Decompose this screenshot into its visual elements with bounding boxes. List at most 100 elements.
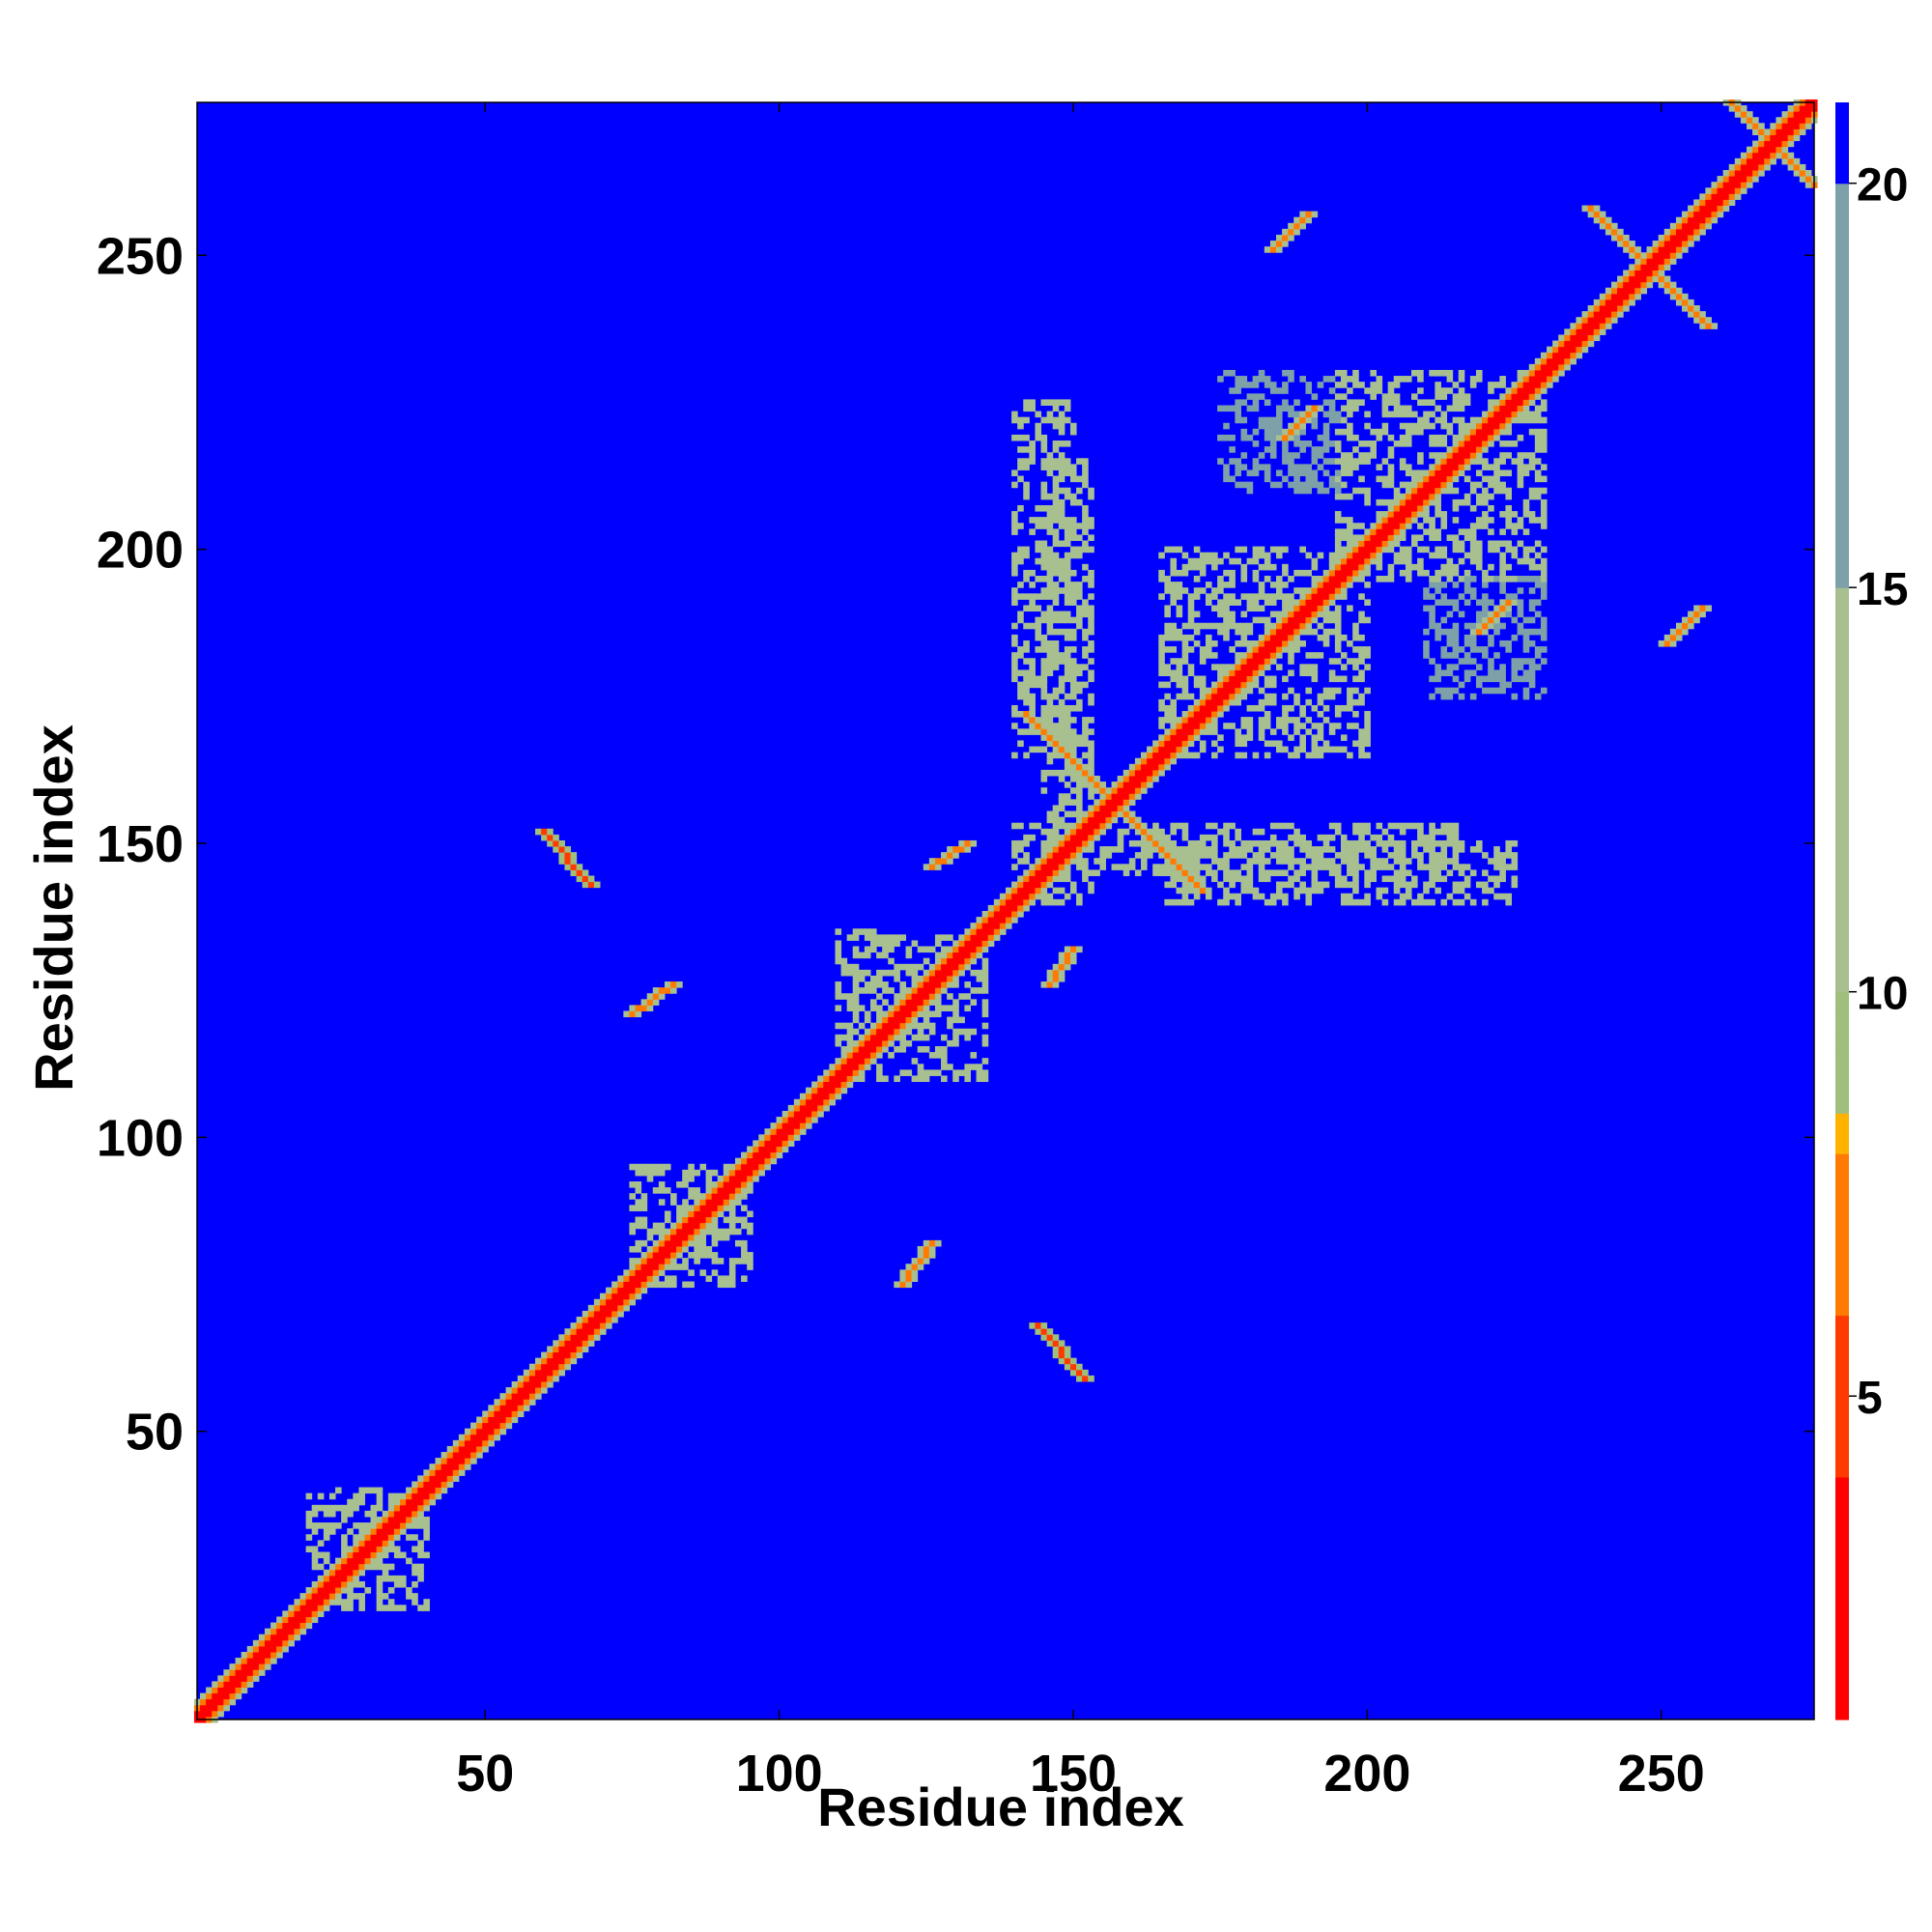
- heatmap-cell: [1193, 752, 1201, 759]
- heatmap-cell: [1488, 411, 1494, 418]
- heatmap-cell: [511, 1405, 519, 1411]
- heatmap-cell: [1322, 611, 1330, 618]
- heatmap-cell: [1141, 858, 1148, 865]
- heatmap-cell: [1252, 593, 1260, 600]
- heatmap-cell: [1482, 511, 1489, 518]
- heatmap-cell: [1458, 416, 1465, 424]
- heatmap-cell: [1023, 405, 1030, 412]
- heatmap-cell: [1399, 523, 1406, 529]
- heatmap-cell: [564, 864, 572, 870]
- heatmap-cell: [1064, 628, 1071, 636]
- heatmap-cell: [1469, 452, 1477, 459]
- heatmap-cell: [1675, 634, 1683, 641]
- heatmap-cell: [417, 1487, 424, 1494]
- heatmap-cell: [1040, 893, 1048, 900]
- heatmap-cell: [835, 1081, 842, 1089]
- heatmap-cell: [499, 1393, 507, 1400]
- heatmap-cell: [694, 1222, 700, 1230]
- heatmap-cell: [1029, 1322, 1036, 1329]
- heatmap-cell: [1340, 493, 1348, 500]
- heatmap-cell: [387, 1516, 395, 1523]
- heatmap-cell: [1334, 881, 1342, 889]
- heatmap-cell: [1387, 523, 1395, 529]
- heatmap-cell: [1052, 1340, 1060, 1347]
- heatmap-cell: [1376, 511, 1383, 518]
- heatmap-cell: [717, 1175, 724, 1182]
- heatmap-cell: [1452, 498, 1460, 506]
- heatmap-cell: [1522, 639, 1530, 647]
- heatmap-cell: [1522, 557, 1530, 565]
- heatmap-cell: [1269, 563, 1277, 571]
- heatmap-cell: [1435, 622, 1441, 630]
- heatmap-cell: [1088, 582, 1094, 588]
- heatmap-cell: [1540, 428, 1548, 436]
- heatmap-cell: [1517, 464, 1524, 470]
- heatmap-cell: [370, 1557, 378, 1565]
- heatmap-cell: [1170, 828, 1178, 836]
- heatmap-cell: [1429, 593, 1435, 600]
- heatmap-cell: [1334, 658, 1342, 665]
- heatmap-cell: [1082, 864, 1089, 870]
- heatmap-cell: [770, 1128, 778, 1135]
- heatmap-cell: [1311, 422, 1319, 430]
- heatmap-cell: [1052, 963, 1060, 971]
- heatmap-cell: [781, 1128, 789, 1135]
- heatmap-cell: [1547, 376, 1553, 383]
- heatmap-cell: [876, 1075, 883, 1083]
- heatmap-cell: [1505, 399, 1513, 406]
- heatmap-cell: [911, 1264, 919, 1270]
- heatmap-cell: [1488, 428, 1494, 436]
- heatmap-cell: [412, 1481, 418, 1489]
- heatmap-cell: [846, 993, 854, 1000]
- heatmap-cell: [1246, 393, 1254, 400]
- heatmap-cell: [664, 1228, 671, 1236]
- heatmap-cell: [1411, 822, 1418, 830]
- heatmap-cell: [888, 1034, 895, 1041]
- heatmap-cell: [993, 898, 1001, 906]
- heatmap-cell: [1211, 875, 1218, 883]
- heatmap-cell: [412, 1534, 418, 1541]
- heatmap-cell: [1058, 834, 1065, 841]
- heatmap-cell: [664, 1281, 671, 1289]
- heatmap-cell: [1693, 305, 1700, 312]
- heatmap-cell: [558, 1340, 565, 1347]
- heatmap-cell: [1170, 599, 1178, 606]
- heatmap-cell: [741, 1216, 748, 1224]
- heatmap-cell: [1381, 428, 1389, 436]
- heatmap-cell: [1440, 440, 1448, 447]
- heatmap-cell: [1099, 781, 1106, 788]
- heatmap-cell: [1429, 464, 1435, 470]
- heatmap-cell: [1370, 393, 1377, 400]
- heatmap-cell: [1440, 387, 1448, 394]
- heatmap-cell: [1405, 546, 1412, 554]
- heatmap-cell: [1105, 846, 1113, 853]
- heatmap-cell: [376, 1551, 384, 1559]
- heatmap-cell: [1417, 569, 1424, 577]
- heatmap-cell: [1675, 228, 1683, 236]
- heatmap-cell: [876, 1069, 883, 1076]
- heatmap-cell: [1629, 287, 1635, 295]
- heatmap-cell: [1052, 852, 1060, 859]
- heatmap-cell: [1011, 563, 1018, 571]
- heatmap-cell: [1141, 787, 1148, 794]
- heatmap-cell: [1376, 464, 1383, 470]
- heatmap-cell: [1040, 1322, 1048, 1329]
- heatmap-cell: [1505, 493, 1513, 500]
- heatmap-cell: [1540, 628, 1548, 636]
- heatmap-cell: [1176, 628, 1183, 636]
- heatmap-cell: [1446, 669, 1454, 677]
- heatmap-cell: [688, 1163, 695, 1171]
- heatmap-cell: [1370, 852, 1377, 859]
- heatmap-cell: [741, 1239, 748, 1247]
- heatmap-cell: [1376, 887, 1383, 895]
- heatmap-cell: [676, 1234, 683, 1241]
- heatmap-cell: [1393, 875, 1401, 883]
- heatmap-cell: [1058, 428, 1065, 436]
- heatmap-cell: [200, 1692, 207, 1700]
- heatmap-cell: [1435, 576, 1441, 582]
- heatmap-cell: [1458, 440, 1465, 447]
- heatmap-cell: [869, 934, 877, 941]
- heatmap-cell: [1358, 475, 1365, 483]
- heatmap-cell: [1423, 528, 1430, 535]
- heatmap-cell: [528, 1380, 536, 1388]
